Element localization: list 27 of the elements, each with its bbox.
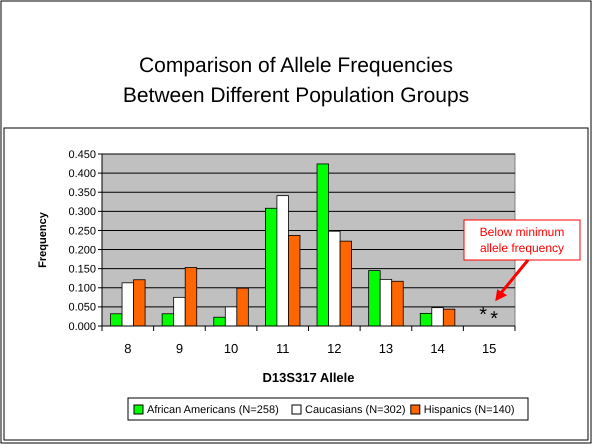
legend-label: African Americans (N=258) bbox=[147, 404, 279, 416]
x-tick-label: 8 bbox=[124, 341, 132, 356]
x-tick-label: 11 bbox=[276, 341, 290, 356]
x-tick-label: 14 bbox=[430, 341, 445, 356]
x-tick-label: 9 bbox=[176, 341, 184, 356]
annotation: * bbox=[479, 304, 488, 326]
chart-title: Comparison of Allele Frequencies Between Different Population Groups bbox=[122, 54, 470, 107]
y-tick-label: 0.300 bbox=[68, 206, 96, 218]
x-tick-label: 10 bbox=[224, 341, 238, 356]
y-axis-title: Frequency bbox=[37, 211, 49, 268]
x-tick-label: 13 bbox=[378, 341, 394, 356]
y-tick-label: 0.350 bbox=[68, 187, 96, 200]
y-tick-label: 0.000 bbox=[68, 320, 96, 333]
x-tick-label: 12 bbox=[327, 341, 342, 356]
legend-label: Hispanics (N=140) bbox=[424, 404, 515, 416]
y-tick-label: 0.050 bbox=[68, 302, 96, 314]
legend-label: Caucasians (N=302) bbox=[305, 404, 406, 416]
annotation: Below minimum allele frequency bbox=[480, 225, 564, 255]
y-tick-label: 0.400 bbox=[68, 168, 96, 180]
y-tick-label: 0.100 bbox=[68, 282, 96, 295]
annotation: * bbox=[490, 308, 498, 330]
y-tick-label: 0.200 bbox=[68, 244, 96, 256]
x-axis-title: D13S317 Allele bbox=[262, 370, 355, 385]
y-tick-label: 0.450 bbox=[68, 148, 96, 161]
y-tick-label: 0.150 bbox=[68, 264, 96, 276]
y-tick-label: 0.250 bbox=[68, 225, 96, 238]
x-tick-label: 15 bbox=[482, 341, 496, 356]
